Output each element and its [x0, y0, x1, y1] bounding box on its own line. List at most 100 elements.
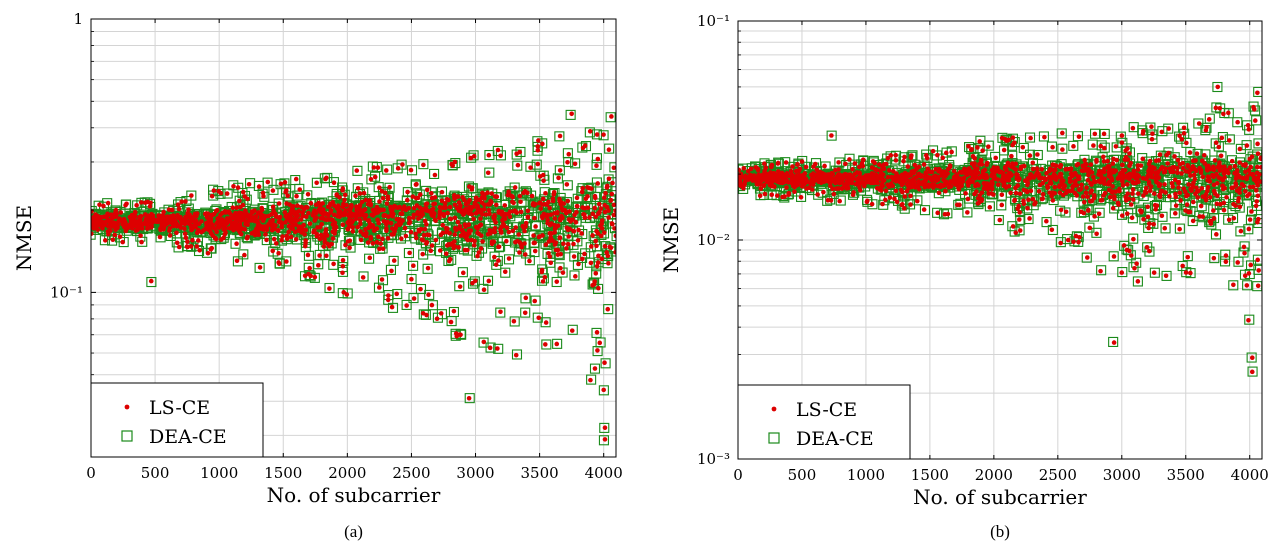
- ls-ce-point: [525, 208, 531, 214]
- ls-ce-point: [472, 200, 478, 206]
- ls-ce-point: [447, 256, 453, 262]
- ls-ce-point: [123, 228, 129, 234]
- ls-ce-point: [502, 269, 508, 274]
- ls-ce-point: [285, 193, 290, 199]
- dea-ce-point: [773, 157, 784, 168]
- ls-ce-point: [428, 248, 434, 254]
- ls-ce-point: [134, 202, 139, 208]
- ls-ce-point: [234, 258, 240, 264]
- ls-ce-point: [593, 238, 598, 244]
- dea-ce-point: [813, 189, 824, 200]
- ls-ce-point: [611, 202, 616, 208]
- dea-ce-point: [592, 346, 603, 357]
- scatter-area: [91, 109, 616, 446]
- ls-ce-point: [206, 218, 212, 224]
- ls-ce-point: [348, 204, 354, 209]
- ls-ce-point: [279, 237, 284, 243]
- ls-ce-point: [602, 425, 608, 430]
- ls-ce-point: [552, 211, 557, 216]
- dea-ce-point: [410, 179, 421, 190]
- ls-ce-point: [522, 228, 527, 234]
- ls-ce-point: [539, 269, 545, 275]
- dea-ce-point: [487, 196, 498, 207]
- legend-label-dea-ce: DEA-CE: [149, 426, 227, 448]
- ls-ce-point: [112, 223, 117, 229]
- ls-ce-point: [516, 232, 522, 237]
- ls-ce-point: [390, 207, 395, 212]
- ls-ce-point: [564, 246, 569, 251]
- ls-ce-point: [480, 239, 485, 244]
- dea-ce-point: [611, 231, 616, 242]
- ls-ce-point: [607, 244, 613, 250]
- ls-ce-point: [561, 241, 566, 247]
- dea-ce-point: [598, 435, 609, 446]
- ls-ce-point: [1166, 126, 1172, 131]
- ls-ce-point: [599, 218, 605, 223]
- ls-ce-point: [157, 216, 163, 221]
- dea-ce-point: [780, 157, 791, 168]
- ls-ce-point: [541, 178, 546, 183]
- ls-ce-point: [282, 180, 288, 185]
- ls-ce-point: [365, 240, 371, 245]
- ls-ce-point: [174, 230, 179, 236]
- ls-ce-point: [273, 241, 279, 246]
- ls-ce-point: [368, 234, 374, 240]
- ls-ce-point: [189, 227, 194, 233]
- ls-ce-point: [836, 160, 841, 165]
- ls-ce-point: [591, 281, 597, 287]
- dea-ce-point: [525, 161, 536, 172]
- ls-ce-point: [330, 236, 336, 241]
- dea-ce-point: [1057, 143, 1068, 154]
- dea-ce-point: [572, 259, 583, 270]
- dea-ce-point: [107, 235, 118, 246]
- ls-ce-point: [476, 250, 482, 255]
- ls-ce-point: [175, 202, 181, 207]
- ls-ce-point: [224, 219, 229, 224]
- ls-ce-point: [367, 198, 373, 203]
- dea-ce-point: [1091, 227, 1102, 238]
- dea-ce-point: [1257, 153, 1262, 164]
- dea-ce-point: [358, 271, 369, 282]
- ls-ce-point: [494, 202, 499, 208]
- ls-ce-point: [547, 254, 553, 259]
- dea-ce-point: [586, 374, 597, 385]
- dea-ce-point: [388, 255, 399, 266]
- dea-ce-point: [1015, 214, 1026, 225]
- ls-ce-point: [444, 243, 450, 248]
- ls-ce-point: [182, 231, 188, 236]
- dea-ce-point: [511, 349, 523, 360]
- ls-ce-point: [1130, 191, 1135, 196]
- ls-ce-point: [303, 214, 309, 220]
- ls-ce-point: [300, 227, 306, 232]
- dea-ce-point: [1108, 251, 1119, 262]
- ls-ce-point: [531, 240, 537, 246]
- dea-ce-point: [1253, 86, 1262, 98]
- ls-ce-point: [332, 231, 337, 236]
- ls-ce-point: [282, 210, 288, 215]
- dea-ce-point: [477, 243, 488, 254]
- ls-ce-point: [523, 252, 528, 257]
- ls-ce-point: [498, 228, 504, 234]
- ls-ce-point: [264, 237, 269, 243]
- ls-ce-point: [965, 210, 970, 215]
- ls-ce-point: [204, 212, 209, 218]
- dea-ce-point: [201, 247, 213, 258]
- ls-ce-point: [350, 211, 356, 217]
- ls-ce-point: [357, 217, 363, 223]
- ls-ce-point: [521, 190, 526, 196]
- ls-ce-point: [201, 228, 206, 233]
- ls-ce-point: [241, 216, 247, 222]
- ls-ce-point: [1130, 197, 1136, 202]
- ls-ce-point: [489, 191, 495, 196]
- dea-ce-point: [570, 158, 581, 169]
- ls-ce-point: [978, 158, 984, 163]
- dea-ce-point: [1006, 140, 1018, 151]
- ls-ce-point: [389, 232, 395, 237]
- ls-ce-point: [386, 293, 391, 298]
- dea-ce-point: [993, 215, 1004, 226]
- ls-ce-point: [451, 245, 457, 251]
- dea-ce-point: [228, 180, 239, 191]
- ls-ce-point: [160, 225, 166, 230]
- dea-ce-point: [542, 248, 553, 259]
